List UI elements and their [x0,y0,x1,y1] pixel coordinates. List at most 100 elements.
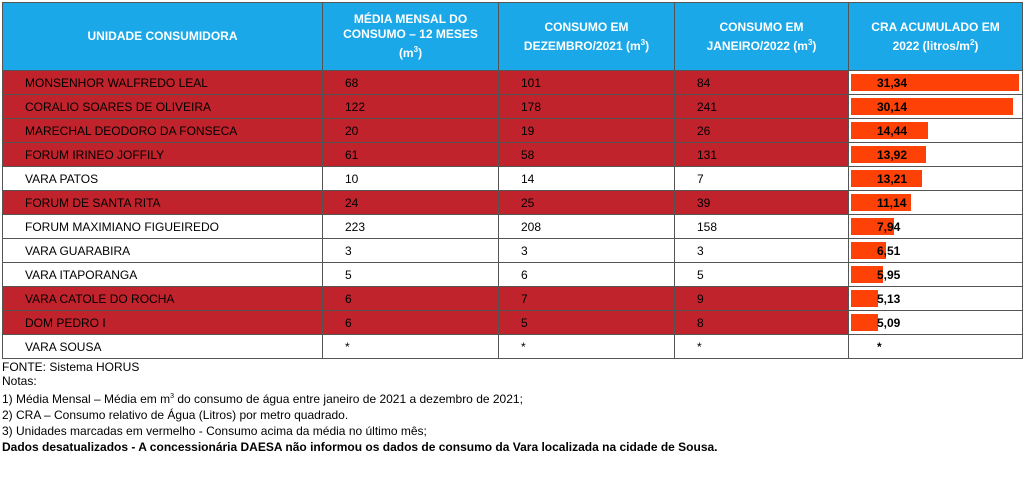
header-january-consumption: CONSUMO EM JANEIRO/2022 (m3) [674,2,849,71]
cell-dec: 6 [498,262,675,287]
cell-unit: CORALIO SOARES DE OLIVEIRA [2,94,323,119]
cell-dec: 178 [498,94,675,119]
cra-value: 5,95 [877,267,901,282]
cell-dec: 14 [498,166,675,191]
cell-dec: 101 [498,70,675,95]
cell-jan: 84 [674,70,849,95]
cra-value: 5,09 [877,315,901,330]
cell-jan: 9 [674,286,849,311]
cra-data-bar [851,266,883,283]
cra-value: 14,44 [877,123,908,138]
table-row: VARA SOUSA * * * * [2,334,1023,359]
cra-data-bar [851,290,878,307]
consumption-table-container: UNIDADE CONSUMIDORA MÉDIA MENSAL DO CONS… [2,2,1023,359]
source-note: FONTE: Sistema HORUS [2,360,140,374]
cell-avg: 3 [322,238,499,263]
cell-dec: 5 [498,310,675,335]
cell-cra: 11,14 [848,190,1023,215]
cell-avg: 6 [322,310,499,335]
cell-unit: MONSENHOR WALFREDO LEAL [2,70,323,95]
cell-avg: 6 [322,286,499,311]
table-row: VARA CATOLE DO ROCHA 6 7 9 5,13 [2,286,1023,311]
table-row: VARA ITAPORANGA 5 6 5 5,95 [2,262,1023,287]
table-row: FORUM IRINEO JOFFILY 61 58 131 13,92 [2,142,1023,167]
cell-avg: 20 [322,118,499,143]
cra-value: 31,34 [877,75,908,90]
cell-unit: VARA PATOS [2,166,323,191]
cra-value: 13,92 [877,147,908,162]
cra-data-bar [851,146,926,163]
cell-unit: VARA GUARABIRA [2,238,323,263]
table-row: VARA GUARABIRA 3 3 3 6,51 [2,238,1023,263]
cell-avg: 5 [322,262,499,287]
cra-value: * [877,339,882,354]
cell-unit: VARA ITAPORANGA [2,262,323,287]
cell-jan: 158 [674,214,849,239]
note-2: 2) CRA – Consumo relativo de Água (Litro… [2,408,349,422]
outdated-data-warning: Dados desatualizados - A concessionária … [2,440,718,454]
cell-dec: 25 [498,190,675,215]
cell-cra: 31,34 [848,70,1023,95]
notes-title: Notas: [2,374,37,388]
cell-dec: 3 [498,238,675,263]
cell-jan: 7 [674,166,849,191]
table-body: MONSENHOR WALFREDO LEAL 68 101 84 31,34 CORAL… [2,70,1023,359]
cell-cra: 13,92 [848,142,1023,167]
cra-data-bar [851,194,911,211]
cell-jan: 8 [674,310,849,335]
table-row: FORUM MAXIMIANO FIGUEIREDO 223 208 158 7,94 [2,214,1023,239]
cell-dec: 7 [498,286,675,311]
header-cra-accumulated: CRA ACUMULADO EM 2022 (litros/m2) [848,2,1023,71]
cell-avg: * [322,334,499,359]
cra-data-bar [851,122,928,139]
header-monthly-average: MÉDIA MENSAL DO CONSUMO – 12 MESES (m3) [322,2,499,71]
header-unit: UNIDADE CONSUMIDORA [2,2,323,71]
cra-value: 11,14 [877,195,907,210]
cell-cra: 5,13 [848,286,1023,311]
table-row: CORALIO SOARES DE OLIVEIRA 122 178 241 30,14 [2,94,1023,119]
table-row: MONSENHOR WALFREDO LEAL 68 101 84 31,34 [2,70,1023,95]
water-consumption-table: UNIDADE CONSUMIDORA MÉDIA MENSAL DO CONS… [2,2,1023,359]
cell-dec: 19 [498,118,675,143]
cra-data-bar [851,170,922,187]
cell-unit: VARA SOUSA [2,334,323,359]
cra-data-bar [851,218,894,235]
cell-jan: * [674,334,849,359]
cra-data-bar [851,314,878,331]
cell-jan: 241 [674,94,849,119]
cell-unit: DOM PEDRO I [2,310,323,335]
cra-value: 30,14 [877,99,908,114]
cell-jan: 131 [674,142,849,167]
table-row: DOM PEDRO I 6 5 8 5,09 [2,310,1023,335]
cell-avg: 68 [322,70,499,95]
cell-cra: 7,94 [848,214,1023,239]
cell-cra: 13,21 [848,166,1023,191]
cell-avg: 223 [322,214,499,239]
header-december-consumption: CONSUMO EM DEZEMBRO/2021 (m3) [498,2,675,71]
table-row: FORUM DE SANTA RITA 24 25 39 11,14 [2,190,1023,215]
cell-jan: 5 [674,262,849,287]
cell-unit: FORUM MAXIMIANO FIGUEIREDO [2,214,323,239]
cra-value: 5,13 [877,291,901,306]
cell-cra: 30,14 [848,94,1023,119]
cra-data-bar [851,74,1019,91]
note-3: 3) Unidades marcadas em vermelho - Consu… [2,424,427,438]
cell-unit: FORUM DE SANTA RITA [2,190,323,215]
cell-jan: 26 [674,118,849,143]
cell-cra: 14,44 [848,118,1023,143]
notes-section: FONTE: Sistema HORUS Notas: 1) Média Men… [2,361,1022,455]
cell-cra: 6,51 [848,238,1023,263]
cell-jan: 39 [674,190,849,215]
cell-jan: 3 [674,238,849,263]
cra-value: 6,51 [877,243,901,258]
cell-dec: 208 [498,214,675,239]
cra-value: 13,21 [877,171,908,186]
cell-avg: 122 [322,94,499,119]
cell-avg: 24 [322,190,499,215]
cell-cra: 5,95 [848,262,1023,287]
header-row: UNIDADE CONSUMIDORA MÉDIA MENSAL DO CONS… [2,2,1023,71]
table-row: MARECHAL DEODORO DA FONSECA 20 19 26 14,44 [2,118,1023,143]
cell-dec: 58 [498,142,675,167]
cra-value: 7,94 [877,219,901,234]
cell-cra: * [848,334,1023,359]
